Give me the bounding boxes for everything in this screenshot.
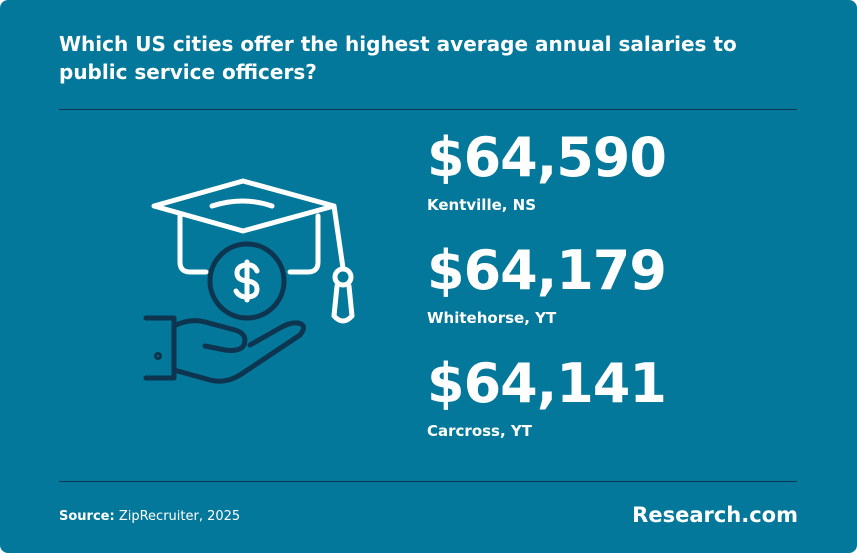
stat-value: $64,179 (427, 239, 667, 302)
title: Which US cities offer the highest averag… (59, 32, 737, 84)
source: Source: ZipRecruiter, 2025 (59, 509, 240, 524)
stat: $64,179 Whitehorse, YT (427, 239, 667, 328)
source-text: ZipRecruiter, 2025 (118, 509, 241, 524)
source-label: Source: (59, 509, 115, 524)
stat: $64,590 Kentville, NS (427, 126, 667, 215)
stat-label: Kentville, NS (427, 196, 537, 214)
brand: Research.com (632, 503, 798, 527)
stat-value: $64,141 (427, 352, 667, 415)
stat-label: Whitehorse, YT (427, 309, 557, 327)
divider (59, 481, 797, 482)
stat: $64,141 Carcross, YT (427, 352, 667, 441)
stat-value: $64,590 (427, 126, 667, 189)
icon (143, 178, 355, 384)
divider (59, 109, 797, 110)
stat-label: Carcross, YT (427, 422, 532, 440)
